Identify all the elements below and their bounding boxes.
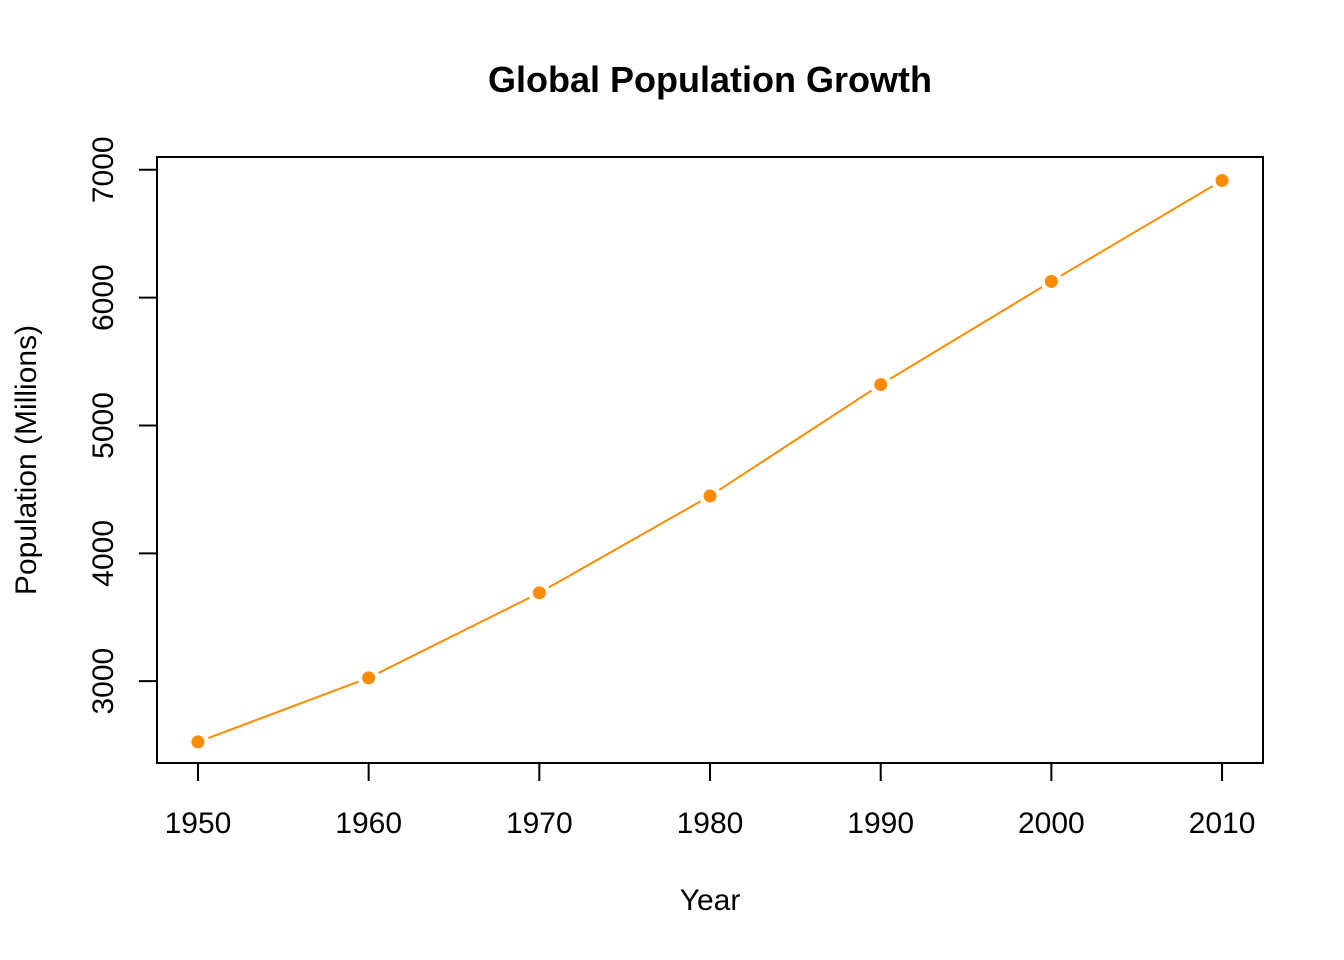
data-point-1980 <box>703 489 717 503</box>
x-tick-label-1990: 1990 <box>847 807 914 840</box>
data-point-1960 <box>362 671 376 685</box>
series-lines <box>207 185 1214 739</box>
data-point-1970 <box>532 586 546 600</box>
x-tick-label-1960: 1960 <box>335 807 402 840</box>
x-tick-label-2000: 2000 <box>1018 807 1085 840</box>
data-point-2000 <box>1044 274 1058 288</box>
y-tick-label-7000: 7000 <box>87 136 120 203</box>
series-line-segment-1 <box>378 596 530 674</box>
y-axis-label: Population (Millions) <box>10 325 43 595</box>
y-axis: 3000 4000 5000 6000 7000 <box>87 136 157 715</box>
chart-title: Global Population Growth <box>488 59 932 100</box>
series-points <box>191 174 1229 749</box>
data-point-1950 <box>191 735 205 749</box>
y-tick-label-4000: 4000 <box>87 520 120 587</box>
y-tick-label-3000: 3000 <box>87 648 120 715</box>
x-axis-label: Year <box>680 884 741 917</box>
series-line-segment-0 <box>207 680 359 739</box>
x-axis: 1950 1960 1970 1980 1990 2000 2010 <box>165 763 1256 840</box>
series-line-segment-2 <box>548 500 701 589</box>
x-tick-label-1970: 1970 <box>506 807 573 840</box>
x-tick-label-1950: 1950 <box>165 807 232 840</box>
series-line-segment-5 <box>1060 185 1214 277</box>
data-point-1990 <box>874 378 888 392</box>
data-point-2010 <box>1215 174 1229 188</box>
series-line-segment-3 <box>718 389 873 491</box>
plot-frame <box>156 156 1264 764</box>
x-tick-label-1980: 1980 <box>677 807 744 840</box>
x-tick-label-2010: 2010 <box>1189 807 1256 840</box>
y-tick-label-5000: 5000 <box>87 392 120 459</box>
y-tick-label-6000: 6000 <box>87 264 120 331</box>
series-line-segment-4 <box>889 286 1043 380</box>
